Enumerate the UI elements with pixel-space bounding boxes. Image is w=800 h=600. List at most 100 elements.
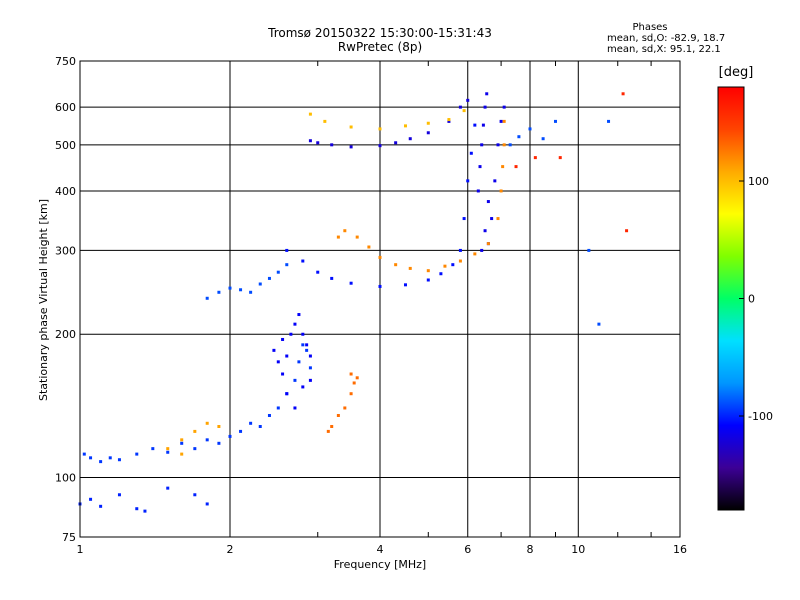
data-point [180,441,184,445]
data-point [502,105,506,109]
data-point [82,452,86,456]
data-point [480,248,484,252]
data-point [394,141,398,145]
data-point [343,229,347,233]
data-point [108,456,112,460]
data-point [99,460,103,464]
data-point [466,98,470,102]
data-point [394,263,398,267]
data-point [501,165,505,169]
data-point [289,332,293,336]
data-point [281,337,285,341]
data-point [426,121,430,125]
data-point [316,141,320,145]
data-point [193,493,197,497]
data-point [301,259,305,263]
data-point [499,119,503,123]
x-tick-label: 1 [77,543,84,556]
data-point [135,507,139,511]
data-point [228,434,232,438]
data-point [403,124,407,128]
data-point [349,125,353,129]
data-point [451,263,455,267]
x-tick-label: 10 [571,543,585,556]
data-point [166,486,170,490]
data-point [217,290,221,294]
data-point [205,296,209,300]
y-tick-label: 100 [55,472,76,485]
data-point [408,266,412,270]
data-point [297,360,301,364]
data-point [486,200,490,204]
data-point [349,372,353,376]
data-point [473,123,477,127]
data-point [533,156,537,160]
chart-title: Tromsø 20150322 15:30:00-15:31:43 [268,26,492,40]
data-point [249,421,253,425]
data-point [151,447,155,451]
data-point [258,424,262,428]
data-point [367,245,371,249]
phases-heading: Phases [632,22,668,33]
data-point [349,281,353,285]
data-point [205,421,209,425]
x-axis-label: Frequency [MHz] [333,558,427,571]
data-point [180,438,184,442]
data-point [249,290,253,294]
x-tick-label: 2 [227,543,234,556]
data-point [462,109,466,113]
colorbar-unit: [deg] [718,65,754,80]
data-point [481,123,485,127]
data-point [267,413,271,417]
data-point [408,137,412,141]
data-point [426,269,430,273]
data-point [330,276,334,280]
data-point [469,151,473,155]
data-point [483,105,487,109]
data-point [466,179,470,183]
data-point [378,255,382,259]
data-point [180,452,184,456]
colorbar-tick-label: 0 [748,293,755,306]
y-tick-label: 400 [55,185,76,198]
data-point [447,119,451,123]
data-point [239,429,243,433]
data-point [355,376,359,380]
x-tick-label: 8 [527,543,534,556]
data-point [480,143,484,147]
data-point [301,343,305,347]
data-point [267,276,271,280]
data-point [281,372,285,376]
y-tick-label: 750 [55,55,76,68]
data-point [323,119,327,123]
data-point [193,447,197,451]
data-point [493,179,497,183]
y-tick-label: 500 [55,139,76,152]
data-point [496,143,500,147]
data-point [443,264,447,268]
data-point [285,263,289,267]
data-point [458,105,462,109]
data-point [272,348,276,352]
data-point [330,424,334,428]
data-point [285,354,289,358]
data-point [587,248,591,252]
x-tick-label: 16 [673,543,687,556]
data-point [276,406,280,410]
axis-ticks: 1 2 4 6 8 10 16 75 100 200 300 400 500 600 750 [55,55,687,556]
data-point [117,493,121,497]
data-point [473,252,477,256]
data-point [99,504,103,508]
data-point [502,119,506,123]
y-tick-label: 300 [55,244,76,257]
data-point [499,189,503,193]
data-point [447,118,451,122]
data-point [476,189,480,193]
data-point [89,497,93,501]
colorbar-tick-label: -100 [748,410,773,423]
data-point [258,282,262,286]
chart-subtitle: RwPretec (8p) [337,40,423,54]
data-point [89,456,93,460]
data-point [378,284,382,288]
